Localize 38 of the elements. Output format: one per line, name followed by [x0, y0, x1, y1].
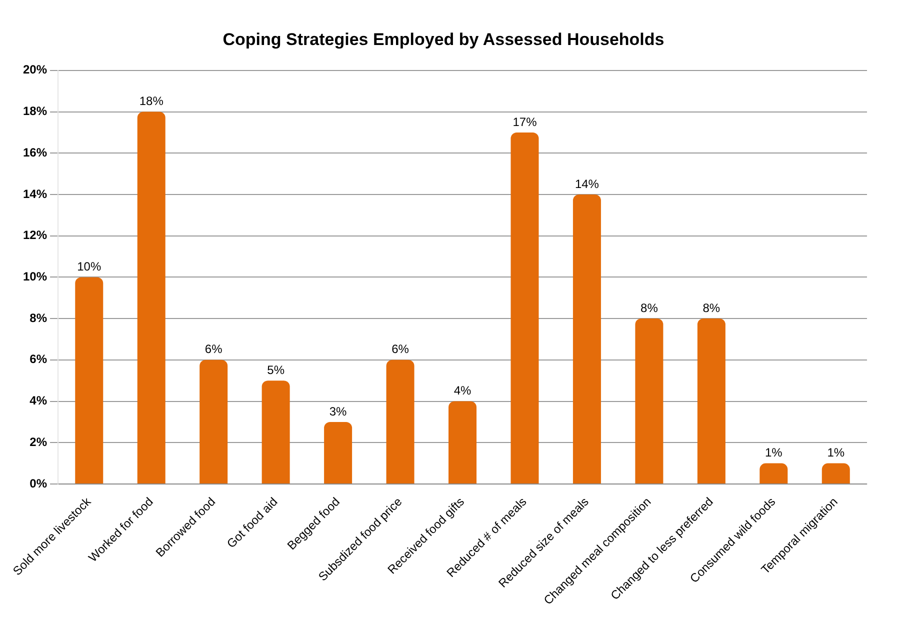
bar	[510, 132, 539, 484]
data-label: 3%	[329, 404, 348, 418]
y-tick-label: 0%	[30, 476, 48, 490]
y-tick-label: 14%	[22, 186, 48, 201]
bar	[635, 318, 664, 484]
data-label: 8%	[702, 300, 720, 315]
bar	[324, 422, 352, 484]
data-label: 6%	[392, 342, 410, 356]
data-label: 10%	[77, 260, 102, 274]
data-label: 1%	[827, 446, 845, 460]
bar	[386, 360, 414, 484]
bar	[760, 463, 788, 484]
data-label: 14%	[574, 176, 600, 191]
data-label: 1%	[764, 446, 783, 460]
data-label: 6%	[204, 342, 223, 356]
chart-title: Coping Strategies Employed by Assessed Households	[222, 30, 664, 49]
data-label: 5%	[267, 362, 285, 377]
data-label: 8%	[640, 300, 658, 315]
data-label: 4%	[454, 384, 472, 398]
y-tick-label: 6%	[30, 352, 48, 366]
y-tick-label: 2%	[30, 434, 48, 449]
data-label: 17%	[512, 114, 538, 129]
y-tick-label: 12%	[22, 228, 48, 242]
bar	[697, 318, 726, 484]
bar	[572, 194, 601, 484]
data-label: 18%	[139, 94, 164, 108]
bar	[200, 360, 228, 484]
bar	[262, 380, 290, 484]
y-tick-label: 20%	[22, 62, 48, 77]
bar	[137, 112, 166, 484]
y-tick-label: 10%	[22, 270, 48, 284]
bar	[75, 277, 104, 484]
y-tick-label: 4%	[30, 394, 48, 408]
bar	[822, 463, 850, 484]
y-tick-label: 16%	[22, 145, 48, 160]
bar	[448, 401, 477, 484]
y-tick-label: 18%	[22, 104, 48, 118]
y-tick-label: 8%	[30, 310, 48, 325]
